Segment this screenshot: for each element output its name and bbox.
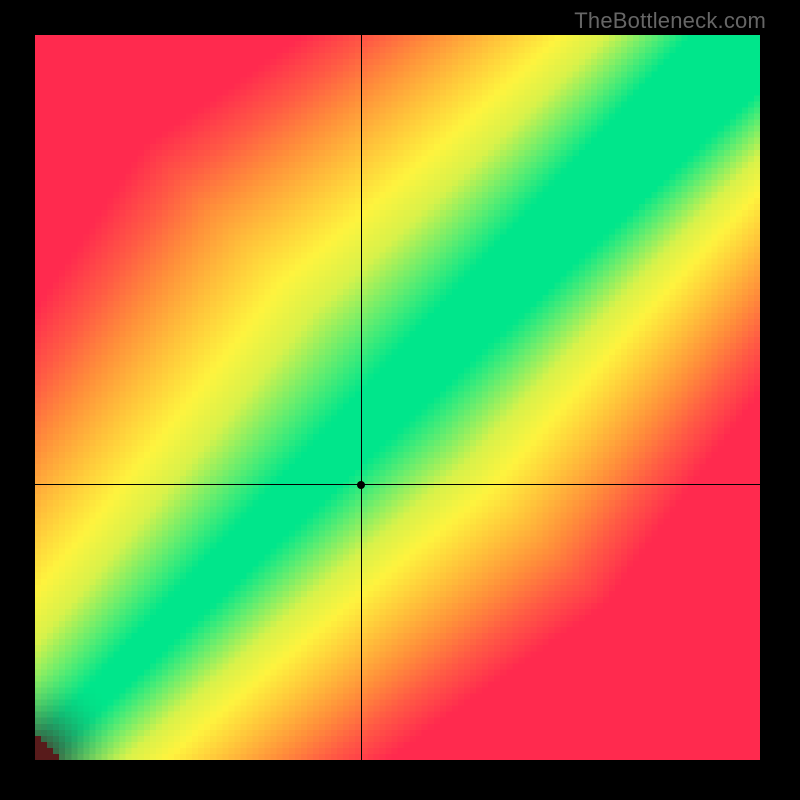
crosshair-horizontal: [35, 484, 760, 485]
crosshair-vertical: [361, 35, 362, 760]
crosshair-marker: [357, 481, 365, 489]
chart-container: TheBottleneck.com: [0, 0, 800, 800]
watermark-text: TheBottleneck.com: [574, 8, 766, 34]
bottleneck-heatmap: [35, 35, 760, 760]
